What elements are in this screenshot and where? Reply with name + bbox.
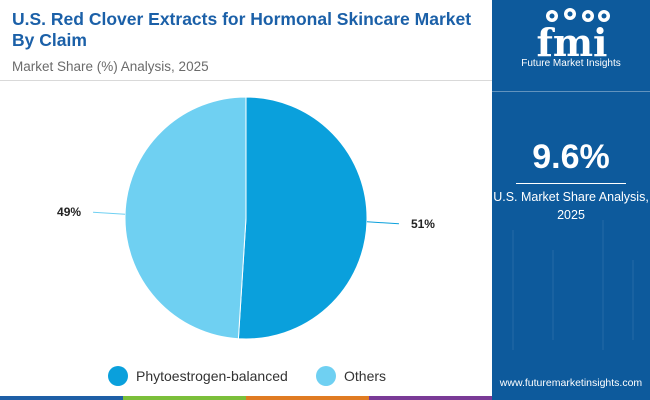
market-share-value: 9.6% <box>532 138 610 176</box>
legend-item-phytoestrogen-balanced[interactable]: Phytoestrogen-balanced <box>108 364 288 388</box>
legend-item-others[interactable]: Others <box>316 364 386 388</box>
chart-area: U.S. Red Clover Extracts for Hormonal Sk… <box>0 9 492 400</box>
panel-texture <box>512 230 514 350</box>
website-link[interactable]: www.futuremarketinsights.com <box>499 377 643 389</box>
panel-texture <box>602 220 604 350</box>
pie-slice-phytoestrogen-balanced[interactable] <box>237 96 368 340</box>
panel-texture <box>632 260 634 340</box>
panel-divider <box>492 91 650 92</box>
stat-divider <box>516 183 626 184</box>
bottom-bar-segment-green <box>123 396 246 400</box>
bottom-bar-segment-orange <box>246 396 369 400</box>
header-divider <box>0 80 492 81</box>
legend-label-others: Others <box>344 368 387 384</box>
fmi-logo-icon: fmi <box>537 8 610 65</box>
leader-line <box>93 211 126 215</box>
bottom-color-bar <box>0 396 492 400</box>
svg-text:fmi: fmi <box>537 20 608 65</box>
pie-slice-others[interactable] <box>124 96 247 340</box>
data-label: 49% <box>57 205 81 219</box>
chart-legend: Phytoestrogen-balanced Others <box>0 364 492 388</box>
chart-subtitle: Market Share (%) Analysis, 2025 <box>12 59 209 74</box>
legend-swatch-others <box>316 366 336 386</box>
side-panel: fmi Future Market Insights 9.6% U.S. Mar… <box>492 0 650 400</box>
market-share-label: U.S. Market Share Analysis, 2025 <box>493 190 649 222</box>
legend-swatch-phytoestrogen-balanced <box>108 366 128 386</box>
data-label: 51% <box>411 217 435 231</box>
legend-label-phytoestrogen-balanced: Phytoestrogen-balanced <box>136 368 288 384</box>
bottom-bar-segment-blue <box>0 396 123 400</box>
bottom-bar-segment-purple <box>369 396 492 400</box>
pie-chart: 51% 49% <box>57 96 435 340</box>
panel-texture <box>552 250 554 340</box>
leader-line <box>366 221 399 225</box>
logo-text: Future Market Insights <box>521 58 621 69</box>
chart-title: U.S. Red Clover Extracts for Hormonal Sk… <box>12 9 472 50</box>
